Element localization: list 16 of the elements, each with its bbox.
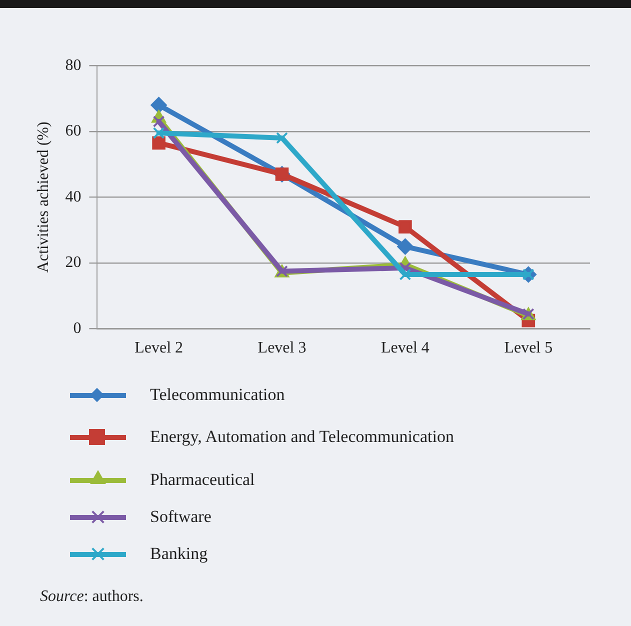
- x-tick-label: Level 3: [258, 340, 306, 357]
- x-tick-label: Level 2: [134, 340, 184, 357]
- y-tick-label: 60: [65, 122, 82, 140]
- legend-label: Energy, Automation and Telecommunication: [150, 427, 454, 447]
- legend-label: Pharmaceutical: [150, 470, 255, 490]
- x-tick-label: Level 4: [380, 340, 430, 357]
- legend-label: Telecommunication: [150, 384, 285, 404]
- y-tick-label: 40: [65, 188, 82, 206]
- y-tick-label: 80: [65, 56, 82, 74]
- y-axis-title: Activities achieved (%): [34, 122, 52, 273]
- y-tick-label: 20: [65, 254, 82, 272]
- legend-label: Banking: [150, 544, 208, 564]
- y-tick-label: 0: [73, 320, 82, 338]
- source-note: Source: authors.: [40, 588, 144, 606]
- legend-label: Software: [150, 506, 212, 526]
- x-tick-label: Level 5: [504, 340, 553, 357]
